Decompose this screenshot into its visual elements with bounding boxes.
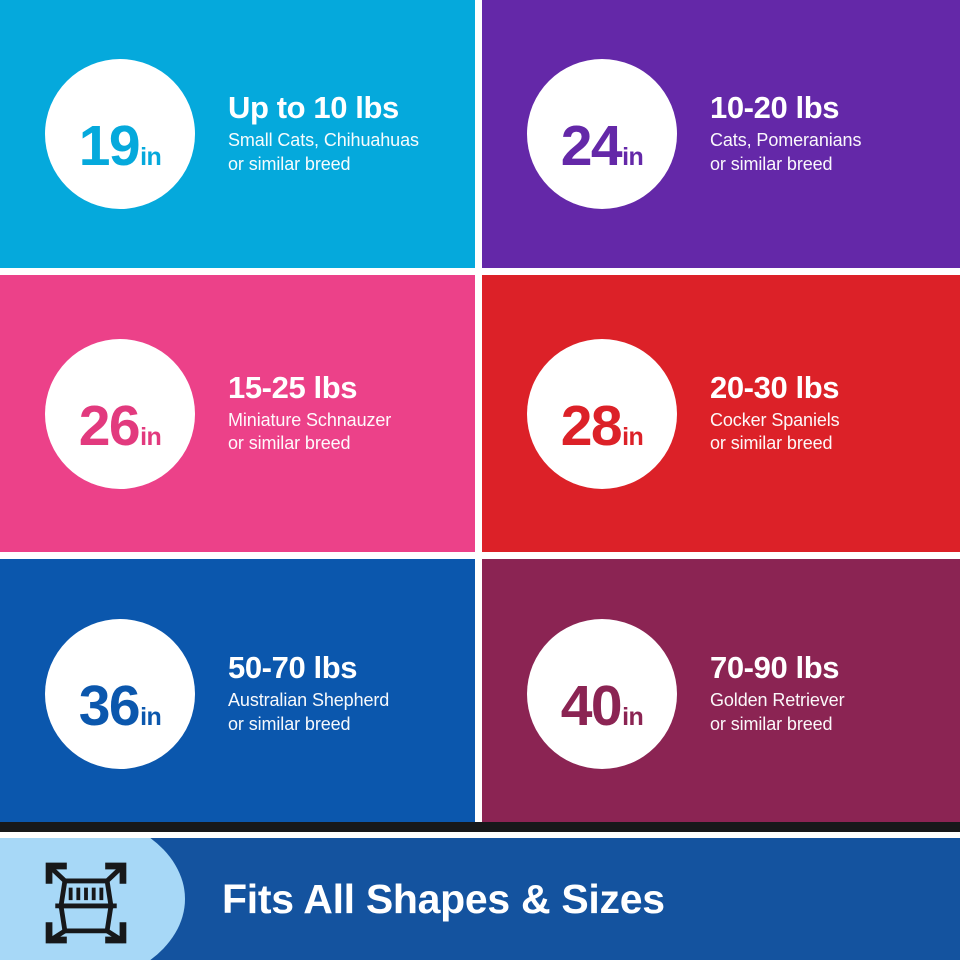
size-badge-inner: 40 in [561,678,644,735]
size-badge: 19 in [45,59,195,209]
size-cell-text: 10-20 lbs Cats, Pomeranians or similar b… [710,91,960,176]
size-badge-number: 36 [78,674,141,738]
size-badge: 26 in [45,338,195,489]
breed-line-1: Miniature Schnauzer [228,409,392,430]
weight-range-label: 50-70 lbs [228,650,358,686]
size-badge-inner: 36 in [79,678,162,735]
size-badge-unit: in [622,422,644,451]
banner-title: Fits All Shapes & Sizes [222,875,665,922]
size-cell-24in[interactable]: 24 in 10-20 lbs Cats, Pomeranians or sim… [482,0,960,268]
size-cell-28in[interactable]: 28 in 20-30 lbs Cocker Spaniels or simil… [482,275,960,552]
size-badge-unit: in [140,703,162,731]
divider-black-rule [0,822,960,832]
weight-range-label: 70-90 lbs [710,650,840,686]
pet-crate-expand-icon [45,862,127,944]
size-badge-unit: in [622,703,644,731]
size-badge-number: 26 [78,393,141,458]
weight-range-label: 10-20 lbs [710,90,840,126]
size-cell-text: 15-25 lbs Miniature Schnauzer or similar… [228,369,475,456]
breed-line-1: Cats, Pomeranians [710,130,862,151]
size-cell-36in[interactable]: 36 in 50-70 lbs Australian Shepherd or s… [0,559,475,829]
size-badge-number: 28 [560,393,623,458]
breed-line-1: Golden Retriever [710,690,845,711]
size-badge: 40 in [527,619,677,769]
breed-line-1: Australian Shepherd [228,690,390,711]
size-badge: 36 in [45,619,195,769]
breed-line-2: or similar breed [228,713,351,734]
size-badge-number: 40 [560,674,623,738]
size-cell-text: 70-90 lbs Golden Retriever or similar br… [710,651,960,736]
breed-line-2: or similar breed [228,433,351,454]
breed-line-2: or similar breed [710,153,833,174]
size-badge: 28 in [527,338,677,489]
size-badge-unit: in [622,143,644,171]
bottom-banner: Fits All Shapes & Sizes [0,838,960,960]
breed-line-1: Small Cats, Chihuahuas [228,130,419,151]
size-cell-26in[interactable]: 26 in 15-25 lbs Miniature Schnauzer or s… [0,275,475,552]
weight-range-label: 20-30 lbs [710,369,840,405]
size-badge-inner: 24 in [561,118,644,175]
size-badge-unit: in [140,143,162,171]
size-badge-inner: 26 in [78,393,162,458]
size-grid: 19 in Up to 10 lbs Small Cats, Chihuahua… [0,0,960,829]
breed-line-2: or similar breed [710,433,833,454]
weight-range-label: 15-25 lbs [228,369,358,405]
size-badge-unit: in [140,422,162,451]
size-badge: 24 in [527,59,677,209]
size-badge-number: 19 [78,114,141,178]
size-cell-text: 50-70 lbs Australian Shepherd or similar… [228,651,475,736]
divider-white-rule [0,832,960,838]
size-cell-text: 20-30 lbs Cocker Spaniels or similar bre… [710,369,960,456]
size-badge-inner: 28 in [560,393,644,458]
weight-range-label: Up to 10 lbs [228,90,399,126]
breed-line-2: or similar breed [228,153,351,174]
breed-line-1: Cocker Spaniels [710,409,840,430]
size-badge-inner: 19 in [79,118,162,175]
breed-line-2: or similar breed [710,713,833,734]
size-badge-number: 24 [560,114,623,178]
size-cell-19in[interactable]: 19 in Up to 10 lbs Small Cats, Chihuahua… [0,0,475,268]
size-cell-40in[interactable]: 40 in 70-90 lbs Golden Retriever or simi… [482,559,960,829]
size-cell-text: Up to 10 lbs Small Cats, Chihuahuas or s… [228,91,475,176]
